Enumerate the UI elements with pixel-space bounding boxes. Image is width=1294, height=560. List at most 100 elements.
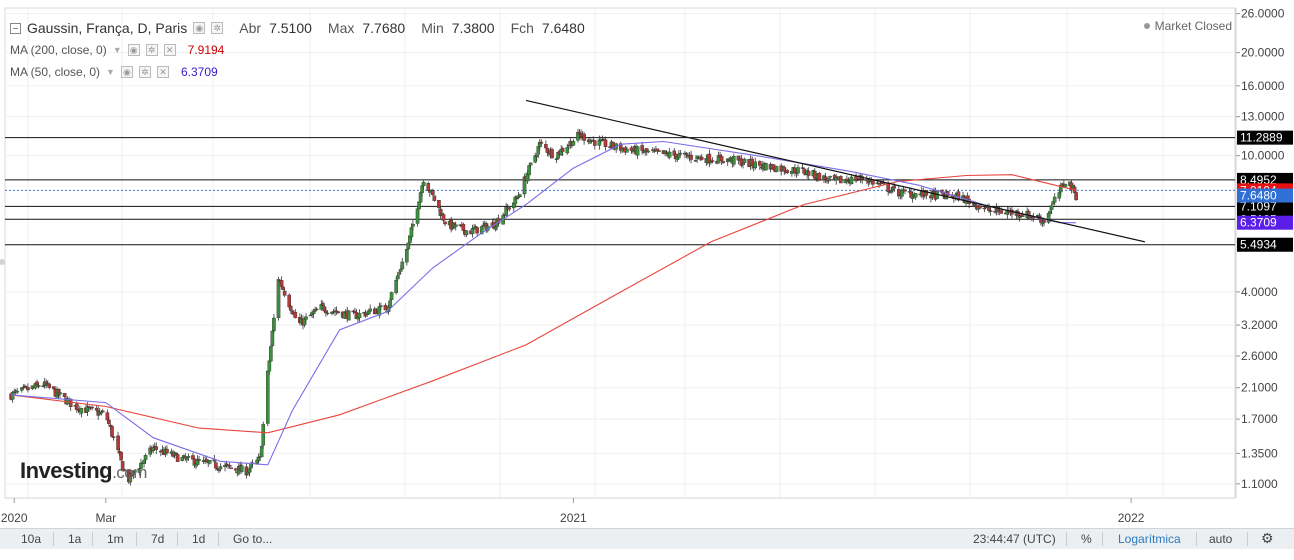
eye-icon[interactable]: ◉ bbox=[193, 22, 206, 34]
ma200-row[interactable]: MA (200, close, 0) ▼ ◉ ✲ ✕ 7.9194 bbox=[10, 39, 585, 61]
range-1d-button[interactable]: 1d bbox=[192, 532, 206, 546]
candle-down bbox=[191, 455, 195, 460]
price-axis-label: 20.0000 bbox=[1241, 46, 1285, 60]
candle-up bbox=[272, 317, 276, 332]
ma50-row[interactable]: MA (50, close, 0) ▼ ◉ ✲ ✕ 6.3709 bbox=[10, 61, 585, 83]
candle-down bbox=[903, 189, 907, 192]
candle-down bbox=[281, 286, 285, 290]
logo-suffix: .com bbox=[112, 463, 147, 482]
candle-down bbox=[279, 280, 284, 287]
candle-up bbox=[276, 279, 281, 318]
ohlc-open-label: Abr bbox=[239, 20, 262, 36]
chevron-down-icon[interactable]: ▼ bbox=[112, 45, 122, 55]
candle-up bbox=[400, 261, 405, 270]
range-10y-button[interactable]: 10a bbox=[21, 532, 42, 546]
candle-up bbox=[1057, 192, 1062, 199]
candle-up bbox=[406, 242, 411, 250]
instrument-title: Gaussin, França, D, Paris bbox=[27, 20, 188, 36]
chevron-down-icon[interactable]: ▼ bbox=[106, 67, 115, 77]
candle-up bbox=[796, 167, 800, 174]
candle-up bbox=[346, 310, 351, 321]
candle-down bbox=[892, 185, 897, 189]
candle-up bbox=[1048, 210, 1052, 214]
candle-down bbox=[640, 145, 644, 151]
settings-icon[interactable]: ✲ bbox=[145, 44, 158, 56]
range-1y-button[interactable]: 1a bbox=[68, 532, 82, 546]
candle-down bbox=[678, 152, 683, 155]
candle-down bbox=[154, 446, 159, 450]
candle-down bbox=[35, 381, 39, 385]
candle-down bbox=[75, 403, 79, 410]
candle-up bbox=[259, 445, 264, 458]
ohlc-low-label: Min bbox=[421, 20, 444, 36]
price-axis-label: 4.0000 bbox=[1241, 285, 1278, 299]
auto-scale-toggle[interactable]: auto bbox=[1209, 532, 1233, 546]
level-price-label: 7.1097 bbox=[1240, 199, 1277, 213]
candle-down bbox=[52, 386, 56, 390]
candle-up bbox=[1063, 184, 1068, 187]
toolbar-divider bbox=[177, 532, 178, 546]
price-axis-label: 1.7000 bbox=[1241, 412, 1278, 426]
candle-up bbox=[1052, 196, 1057, 203]
candle-down bbox=[545, 148, 550, 153]
candle-up bbox=[513, 196, 518, 205]
candle-down bbox=[560, 148, 565, 152]
candle-down bbox=[965, 195, 970, 200]
candle-down bbox=[227, 464, 232, 467]
candle-up bbox=[646, 150, 651, 153]
settings-icon[interactable]: ✲ bbox=[138, 66, 151, 78]
candle-up bbox=[223, 465, 227, 468]
eye-icon[interactable]: ◉ bbox=[127, 44, 140, 56]
goto-button[interactable]: Go to... bbox=[233, 532, 273, 546]
gear-icon[interactable]: ⚙ bbox=[1261, 530, 1274, 546]
candle-up bbox=[742, 158, 747, 163]
candle-up bbox=[218, 466, 223, 470]
candle-down bbox=[1042, 220, 1046, 223]
range-1m-button[interactable]: 1m bbox=[107, 532, 124, 546]
candle-up bbox=[174, 453, 178, 455]
candle-down bbox=[437, 200, 441, 209]
settings-icon[interactable]: ✲ bbox=[211, 22, 224, 34]
candle-up bbox=[790, 171, 794, 174]
candle-down bbox=[603, 139, 608, 147]
candle-up bbox=[764, 163, 768, 171]
percent-toggle[interactable]: % bbox=[1081, 532, 1092, 546]
eye-icon[interactable]: ◉ bbox=[120, 66, 133, 78]
candle-down bbox=[982, 207, 987, 210]
candle-up bbox=[207, 460, 212, 464]
candle-down bbox=[855, 179, 860, 181]
candle-up bbox=[453, 224, 458, 228]
candle-up bbox=[420, 185, 424, 193]
candle-up bbox=[269, 346, 273, 362]
level-price-tag bbox=[1237, 130, 1293, 145]
candle-up bbox=[528, 162, 533, 166]
price-axis-label: 1.1000 bbox=[1241, 477, 1278, 491]
level-price-label: 11.2889 bbox=[1240, 131, 1283, 145]
candle-down bbox=[321, 302, 325, 307]
collapse-icon[interactable] bbox=[10, 22, 21, 34]
candle-down bbox=[322, 306, 327, 312]
range-7d-button[interactable]: 7d bbox=[151, 532, 165, 546]
candle-down bbox=[110, 425, 114, 437]
candle-down bbox=[539, 141, 544, 144]
price-axis-label: 26.0000 bbox=[1241, 7, 1285, 21]
log-scale-toggle[interactable]: Logarítmica bbox=[1118, 532, 1181, 546]
ma50-label: MA (50, close, 0) bbox=[10, 65, 101, 79]
toolbar-divider bbox=[1066, 532, 1067, 546]
close-icon[interactable]: ✕ bbox=[156, 66, 169, 78]
candle-up bbox=[217, 469, 221, 472]
candle-down bbox=[175, 454, 180, 462]
time-axis-label: 2022 bbox=[1118, 511, 1145, 525]
candle-up bbox=[181, 455, 186, 457]
candle-down bbox=[47, 383, 52, 388]
candle-down bbox=[550, 149, 554, 159]
toolbar-divider bbox=[92, 532, 93, 546]
candle-up bbox=[826, 177, 831, 181]
toolbar-divider bbox=[1196, 532, 1197, 546]
candle-up bbox=[325, 312, 330, 315]
scroll-handle-icon[interactable] bbox=[0, 259, 5, 265]
ma200-label: MA (200, close, 0) bbox=[10, 43, 107, 57]
close-icon[interactable]: ✕ bbox=[163, 44, 176, 56]
